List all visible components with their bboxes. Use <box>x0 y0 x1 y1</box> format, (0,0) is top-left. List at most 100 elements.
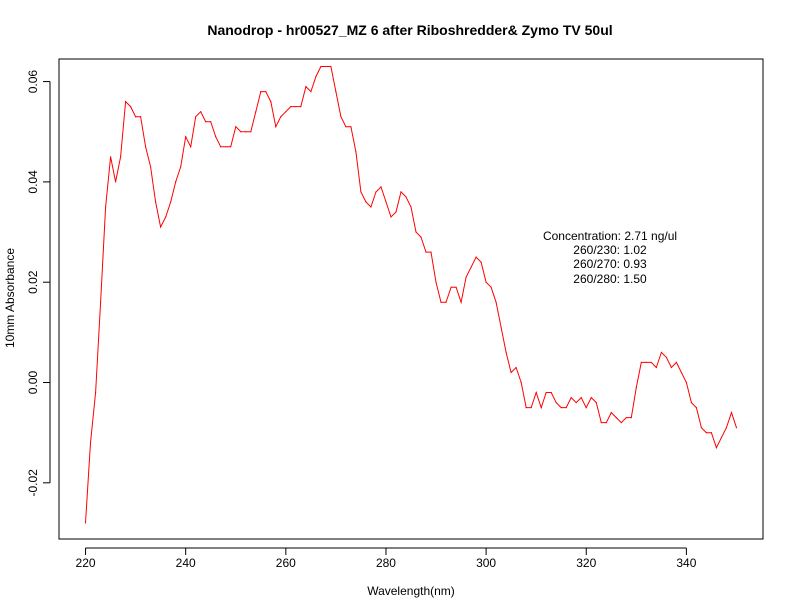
data-point <box>285 111 287 113</box>
data-point <box>370 206 372 208</box>
data-point <box>450 286 452 288</box>
data-point <box>160 226 162 228</box>
data-point <box>245 131 247 133</box>
data-point <box>515 366 517 369</box>
data-point <box>460 301 462 303</box>
data-point <box>95 391 97 394</box>
data-point <box>465 276 467 278</box>
data-point <box>695 407 698 409</box>
data-point <box>135 116 137 118</box>
data-point <box>615 417 617 419</box>
data-point <box>640 361 642 363</box>
chart-title: Nanodrop - hr00527_MZ 6 after Riboshredd… <box>207 22 612 38</box>
data-point <box>360 191 362 193</box>
data-point <box>265 91 267 93</box>
data-point <box>330 65 332 68</box>
ratio-260-230-label: 260/230: 1.02 <box>573 243 647 257</box>
stats-annotation: Concentration: 2.71 ng/ul 260/230: 1.02 … <box>543 229 677 286</box>
ratio-260-270-label: 260/270: 0.93 <box>573 257 647 271</box>
concentration-label: Concentration: 2.71 ng/ul <box>543 229 677 243</box>
data-point <box>685 381 688 384</box>
data-point <box>445 301 447 303</box>
data-point <box>190 146 192 148</box>
data-point <box>130 106 132 108</box>
data-point <box>610 412 612 414</box>
data-point <box>680 371 683 374</box>
data-point <box>110 156 112 158</box>
data-point <box>305 86 307 88</box>
data-point <box>595 402 597 404</box>
data-point <box>400 191 402 193</box>
data-point <box>730 412 733 414</box>
data-point <box>710 432 713 434</box>
data-point <box>175 181 177 183</box>
data-point <box>255 111 257 113</box>
data-point <box>395 211 397 213</box>
data-point <box>530 407 532 409</box>
data-point <box>580 397 582 399</box>
data-point <box>350 126 352 128</box>
data-point <box>315 76 317 78</box>
data-point <box>230 146 232 148</box>
data-point <box>675 361 678 363</box>
y-tick-label: 0.02 <box>26 270 40 294</box>
y-tick-label: -0.02 <box>26 469 40 497</box>
x-axis: 220 240 260 280 300 320 340 <box>76 547 697 570</box>
data-point <box>380 186 382 188</box>
data-point <box>195 116 197 118</box>
data-point <box>115 181 117 183</box>
data-point <box>250 131 252 133</box>
x-tick-label: 320 <box>576 556 596 570</box>
data-point <box>125 101 127 103</box>
data-point <box>585 407 587 409</box>
data-point <box>145 146 147 148</box>
data-point <box>155 201 157 203</box>
data-point <box>335 91 337 93</box>
data-point <box>270 101 272 103</box>
data-point <box>555 402 557 404</box>
data-point <box>665 356 668 358</box>
x-tick-label: 280 <box>376 556 396 570</box>
data-point <box>635 386 637 389</box>
data-point <box>435 281 437 283</box>
data-point <box>100 301 102 303</box>
plot-frame <box>58 58 764 540</box>
data-point <box>660 351 663 353</box>
data-point <box>485 281 487 283</box>
data-point <box>320 65 322 68</box>
data-point <box>430 251 432 253</box>
data-point <box>120 156 122 158</box>
data-point <box>140 116 142 118</box>
data-point <box>690 402 693 404</box>
data-point <box>355 151 357 153</box>
data-point <box>575 402 577 404</box>
data-point <box>405 196 407 198</box>
data-point <box>275 126 277 128</box>
data-point <box>205 121 207 123</box>
data-point <box>600 422 602 424</box>
data-point <box>420 236 422 238</box>
data-point <box>625 417 627 419</box>
y-tick-label: 0.04 <box>26 170 40 194</box>
data-point <box>210 121 212 123</box>
absorbance-line <box>85 66 737 523</box>
data-point <box>520 381 522 384</box>
data-point <box>480 261 482 263</box>
data-point <box>84 522 87 524</box>
data-point <box>645 361 647 363</box>
y-axis-label: 10mm Absorbance <box>3 248 17 348</box>
data-point <box>650 361 652 363</box>
data-point <box>235 126 237 128</box>
data-point <box>200 111 202 113</box>
data-point <box>525 407 527 409</box>
data-point <box>310 91 312 93</box>
data-point <box>540 407 542 409</box>
data-point <box>735 427 738 429</box>
data-point <box>495 301 497 303</box>
data-point <box>300 106 302 108</box>
x-tick-label: 220 <box>76 556 96 570</box>
data-point <box>170 201 172 203</box>
data-point <box>700 427 703 429</box>
y-tick-label: 0.06 <box>26 70 40 94</box>
data-point <box>390 216 392 218</box>
